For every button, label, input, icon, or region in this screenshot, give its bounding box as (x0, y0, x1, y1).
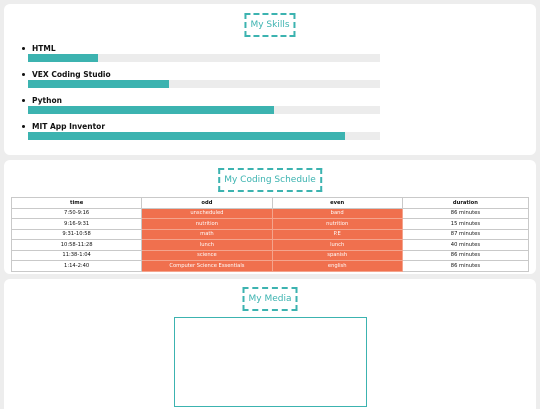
skill-bar-track (28, 54, 380, 62)
duration-cell: 15 minutes (401, 218, 530, 230)
media-card: My Media (4, 279, 536, 409)
even-cell: spanish (271, 249, 403, 261)
time-cell: 9:16-9:31 (10, 218, 143, 230)
skill-bar-fill (28, 132, 345, 140)
time-cell: 9:31-10:58 (10, 228, 143, 240)
skill-bar-track (28, 132, 380, 140)
table-row: 1:14-2:40 Computer Science Essentials en… (10, 260, 530, 272)
column-header-even: even (271, 197, 403, 209)
odd-cell: nutrition (141, 218, 273, 230)
time-cell: 10:58-11:28 (10, 239, 143, 251)
odd-cell: Computer Science Essentials (141, 260, 273, 272)
even-cell: nutrition (271, 218, 403, 230)
duration-cell: 86 minutes (401, 249, 530, 261)
schedule-card: My Coding Schedule time odd even duratio… (4, 160, 536, 274)
table-row: 9:31-10:58 math P.E 87 minutes (10, 228, 530, 240)
odd-cell: science (141, 249, 273, 261)
even-cell: band (271, 207, 403, 219)
time-cell: 11:38-1:04 (10, 249, 143, 261)
skill-item: VEX Coding Studio (22, 70, 388, 90)
skill-item: MIT App Inventor (21, 122, 388, 142)
table-row: 11:38-1:04 science spanish 86 minutes (10, 249, 530, 261)
table-header-row: time odd even duration (10, 197, 530, 209)
schedule-title: My Coding Schedule (218, 168, 322, 192)
column-header-time: time (10, 197, 143, 209)
skill-bar-fill (28, 106, 275, 114)
column-header-odd: odd (141, 197, 273, 209)
table-row: 9:16-9:31 nutrition nutrition 15 minutes (10, 218, 530, 230)
skill-bar-fill (28, 54, 99, 62)
media-embed-frame[interactable] (174, 317, 367, 407)
media-title: My Media (242, 287, 298, 311)
skill-name: Python (22, 96, 62, 105)
skill-bar-fill (28, 80, 169, 88)
table-row: 10:58-11:28 lunch lunch 40 minutes (10, 239, 530, 251)
skill-name: VEX Coding Studio (22, 70, 111, 79)
skill-item: Python (22, 96, 388, 116)
skill-name: MIT App Inventor (21, 122, 106, 131)
odd-cell: math (141, 228, 273, 240)
even-cell: P.E (271, 228, 403, 240)
duration-cell: 86 minutes (401, 207, 530, 219)
even-cell: lunch (271, 239, 403, 251)
odd-cell: unscheduled (141, 207, 273, 219)
skills-card: My Skills HTML VEX Coding Studio Python … (4, 4, 536, 155)
skill-name: HTML (22, 44, 56, 53)
time-cell: 1:14-2:40 (10, 260, 143, 272)
duration-cell: 87 minutes (401, 228, 530, 240)
duration-cell: 86 minutes (401, 260, 530, 272)
skill-item: HTML (22, 44, 388, 64)
skill-bar-track (28, 106, 380, 114)
odd-cell: lunch (141, 239, 273, 251)
even-cell: english (271, 260, 403, 272)
table-row: 7:50-9:16 unscheduled band 86 minutes (10, 207, 530, 219)
duration-cell: 40 minutes (401, 239, 530, 251)
time-cell: 7:50-9:16 (10, 207, 143, 219)
skills-title: My Skills (244, 13, 296, 37)
skill-bar-track (28, 80, 380, 88)
schedule-table: time odd even duration 7:50-9:16 unsched… (10, 197, 530, 272)
column-header-duration: duration (401, 197, 530, 209)
